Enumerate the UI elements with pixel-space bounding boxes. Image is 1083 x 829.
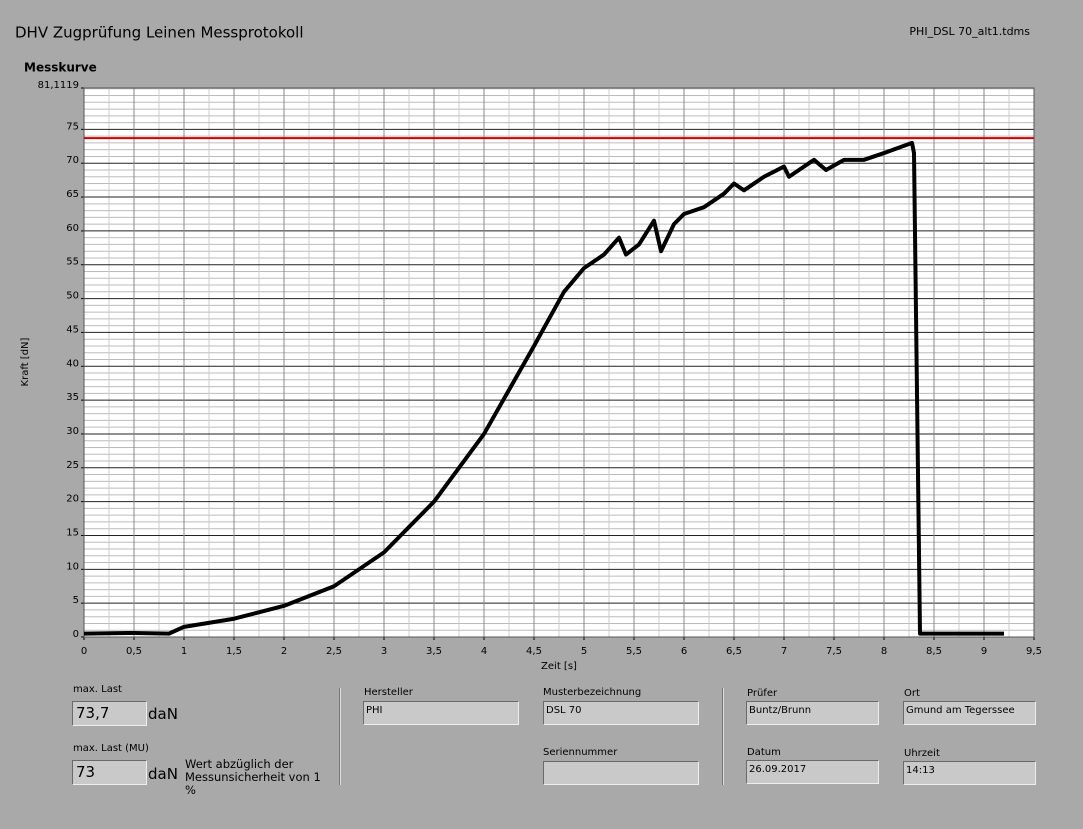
y-tick-label: 75 [66,121,79,132]
field-value[interactable] [543,761,699,785]
x-tick-label: 3,5 [426,646,442,657]
field-value[interactable]: 14:13 [903,761,1036,785]
y-tick-label: 25 [66,460,79,471]
chart-title: Messkurve [24,61,97,75]
x-tick-label: 2,5 [326,646,342,657]
x-tick-label: 0 [81,646,87,657]
x-tick-label: 7 [781,646,787,657]
y-tick-label: 50 [66,291,79,302]
x-tick-label: 9 [981,646,987,657]
y-tick-label: 60 [66,223,79,234]
field-value[interactable]: Buntz/Brunn [746,701,879,725]
y-tick-label: 70 [66,155,79,166]
y-tick-label: 15 [66,527,79,538]
chart: DHV Zugprüfung Leinen Messprotokoll PHI_… [15,24,1042,673]
field-value[interactable]: Gmund am Tegerssee [903,701,1036,725]
x-tick-label: 5,5 [626,646,642,657]
separator [339,688,341,785]
field-value[interactable]: PHI [363,701,519,725]
y-tick-label: 40 [66,358,79,369]
y-axis-label: Kraft [dN] [20,337,31,386]
field-label: Uhrzeit [904,748,940,759]
y-tick-label: 45 [66,324,79,335]
y-tick-label: 5 [73,595,79,606]
field-value: 73 [72,760,147,785]
x-tick-label: 4,5 [526,646,542,657]
field-value: 73,7 [72,701,147,726]
x-tick-label: 5 [581,646,587,657]
unit: daN [148,765,178,783]
y-tick-label: 10 [66,561,79,572]
plot-border [83,87,1035,638]
separator [722,688,724,785]
field-label: max. Last [73,684,122,695]
x-tick-label: 3 [381,646,387,657]
y-tick-label: 35 [66,392,79,403]
note: Wert abzüglich der Messunsicherheit von … [185,757,321,797]
y-tick-label: 81,1119 [38,80,79,91]
field-label: Seriennummer [543,747,618,758]
field-value[interactable]: DSL 70 [543,701,699,725]
field-value[interactable]: 26.09.2017 [746,760,879,784]
file-name: PHI_DSL 70_alt1.tdms [909,25,1030,38]
y-tick-label: 0 [73,629,79,640]
y-tick-label: 30 [66,426,79,437]
x-tick-label: 6,5 [726,646,742,657]
y-tick-label: 20 [66,494,79,505]
x-tick-label: 1 [181,646,187,657]
x-tick-label: 0,5 [126,646,142,657]
x-axis-label: Zeit [s] [541,661,577,672]
x-tick-label: 8,5 [926,646,942,657]
x-tick-label: 7,5 [826,646,842,657]
y-tick-label: 65 [66,189,79,200]
field-label: Ort [904,688,920,699]
data-line [83,140,1004,636]
x-tick-label: 2 [281,646,287,657]
field-label: Musterbezeichnung [543,687,642,698]
field-label: Datum [747,747,781,758]
page-title: DHV Zugprüfung Leinen Messprotokoll [15,24,304,42]
field-label: Hersteller [364,687,413,698]
x-tick-label: 8 [881,646,887,657]
x-tick-label: 6 [681,646,687,657]
x-tick-label: 4 [481,646,487,657]
field-label: Prüfer [747,688,778,699]
field-label: max. Last (MU) [73,743,149,754]
x-tick-label: 9,5 [1026,646,1042,657]
unit: daN [148,705,178,723]
y-tick-label: 55 [66,257,79,268]
x-tick-label: 1,5 [226,646,242,657]
